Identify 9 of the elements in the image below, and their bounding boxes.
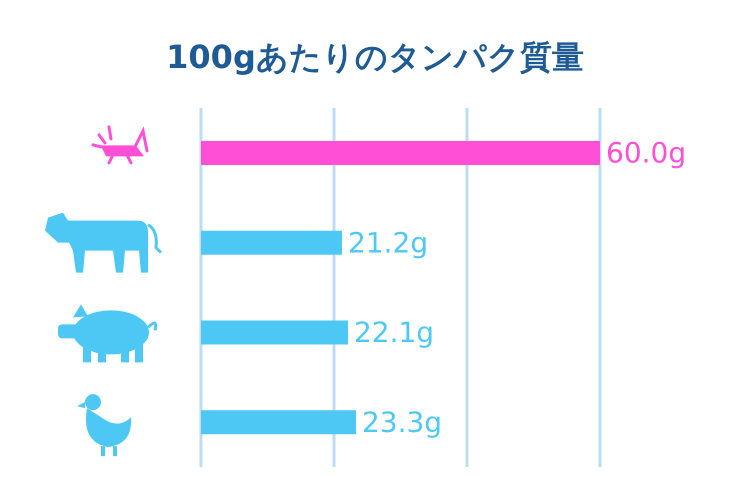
data-label: 22.1g [354, 316, 434, 349]
data-label: 23.3g [362, 406, 442, 439]
chart-title: 100gあたりのタンパク質量 [165, 37, 585, 78]
bar [201, 230, 342, 255]
data-label: 21.2g [348, 226, 428, 260]
bar [201, 141, 600, 165]
bar [201, 320, 348, 344]
data-label: 60.0g [606, 136, 686, 170]
bar [201, 410, 356, 434]
